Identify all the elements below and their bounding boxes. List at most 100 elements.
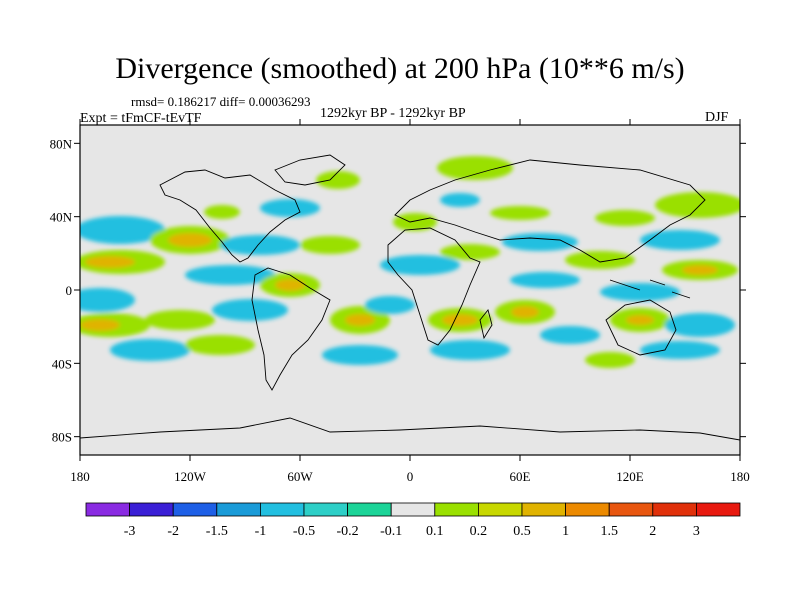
field-cell	[490, 206, 550, 220]
plot-title: Divergence (smoothed) at 200 hPa (10**6 …	[115, 52, 685, 85]
colorbar-label: 1.5	[600, 524, 618, 539]
colorbar-swatch	[259, 502, 305, 517]
divergence-field	[80, 156, 740, 368]
colorbar-label: -0.2	[337, 524, 359, 539]
field-cell	[430, 340, 510, 360]
x-tick-label: 180	[730, 469, 750, 484]
colorbar-label: -3	[124, 524, 136, 539]
period-label: 1292kyr BP - 1292kyr BP	[320, 106, 466, 121]
colorbar-swatch	[652, 502, 697, 517]
greenland-coast	[274, 154, 346, 186]
south-america-coast	[251, 267, 331, 391]
field-cell	[595, 210, 655, 226]
colorbar-label: 3	[693, 524, 700, 539]
x-tick-label: 120W	[174, 469, 207, 484]
x-tick-label: 60E	[510, 469, 531, 484]
colorbar-swatch	[390, 502, 436, 517]
field-cell	[260, 199, 320, 217]
colorbar-label: -0.5	[293, 524, 315, 539]
y-tick-label: 80S	[52, 430, 72, 445]
field-cell	[585, 352, 635, 368]
africa-coast	[387, 227, 481, 346]
field-cell	[510, 272, 580, 288]
field-cell	[204, 205, 240, 219]
colorbar-swatch	[303, 502, 348, 517]
colorbar: -3 -2 -1.5 -1 -0.5 -0.2 -0.1 0.1 0.2 0.5 1 1.5 2 3	[85, 502, 741, 539]
y-axis-ticks: 80N 40N 0 40S 80S	[50, 136, 746, 445]
maritime-continent-coast	[609, 279, 691, 299]
colorbar-label: 1	[562, 524, 569, 539]
colorbar-label: -2	[167, 524, 179, 539]
field-cell	[365, 296, 415, 314]
colorbar-swatch	[565, 502, 610, 517]
colorbar-swatch	[477, 502, 523, 517]
field-cell	[540, 326, 600, 344]
season-label: DJF	[705, 110, 729, 125]
colorbar-swatch	[521, 502, 566, 517]
field-cell	[145, 310, 215, 330]
field-cell	[275, 279, 305, 291]
antarctica-coast	[80, 417, 740, 441]
field-cell	[640, 230, 720, 250]
x-tick-label: 60W	[287, 469, 313, 484]
field-cell	[502, 233, 578, 251]
eurasia-coast	[394, 159, 706, 263]
x-tick-label: 120E	[616, 469, 644, 484]
y-tick-label: 0	[66, 283, 73, 298]
colorbar-swatch	[608, 502, 654, 517]
field-cell	[110, 339, 190, 361]
colorbar-swatch	[85, 502, 130, 517]
field-cell	[626, 315, 654, 325]
field-cell	[440, 193, 480, 207]
field-cell	[220, 235, 300, 255]
field-cell	[185, 265, 275, 285]
colorbar-label: 0.5	[513, 524, 531, 539]
field-cell	[80, 319, 120, 331]
colorbar-swatch	[172, 502, 218, 517]
colorbar-label: -1.5	[206, 524, 228, 539]
field-cell	[393, 213, 437, 231]
field-cell	[322, 345, 398, 365]
colorbar-swatch	[434, 502, 479, 517]
madagascar-coast	[479, 309, 493, 340]
field-cell	[665, 313, 735, 337]
x-axis-ticks: 180 120W 60W 0 60E 120E 180	[70, 119, 750, 484]
field-cell	[600, 283, 680, 301]
colorbar-swatch	[696, 502, 741, 517]
experiment-label: Expt = tFmCF-tEvTF	[80, 111, 202, 126]
colorbar-label: 0.2	[470, 524, 488, 539]
field-cell	[565, 251, 635, 269]
field-cell	[442, 314, 478, 326]
field-cell	[212, 299, 288, 321]
field-cell	[300, 236, 360, 254]
colorbar-swatch	[129, 502, 174, 517]
colorbar-swatch	[347, 502, 392, 517]
y-tick-label: 40N	[50, 210, 73, 225]
coastlines	[80, 154, 740, 441]
north-america-coast	[159, 169, 301, 263]
y-tick-label: 80N	[50, 136, 73, 151]
field-cell	[80, 216, 165, 244]
field-cell	[80, 288, 135, 312]
colorbar-swatch	[216, 502, 261, 517]
colorbar-label: -1	[255, 524, 267, 539]
colorbar-label: -0.1	[380, 524, 402, 539]
field-cell	[511, 306, 539, 318]
field-cell	[655, 192, 740, 218]
field-cell	[640, 341, 720, 359]
australia-coast	[605, 299, 677, 356]
field-cell	[345, 314, 375, 326]
colorbar-label: 0.1	[426, 524, 444, 539]
field-cell	[316, 171, 360, 189]
field-cell	[380, 255, 460, 275]
y-tick-label: 40S	[52, 356, 72, 371]
colorbar-label: 2	[649, 524, 656, 539]
rmsd-diff-stats: rmsd= 0.186217 diff= 0.00036293	[131, 94, 311, 109]
field-cell	[682, 265, 718, 275]
field-cell	[185, 335, 255, 355]
field-cell	[85, 256, 135, 268]
field-cell	[168, 233, 212, 247]
x-tick-label: 0	[407, 469, 414, 484]
field-cell	[437, 156, 513, 180]
